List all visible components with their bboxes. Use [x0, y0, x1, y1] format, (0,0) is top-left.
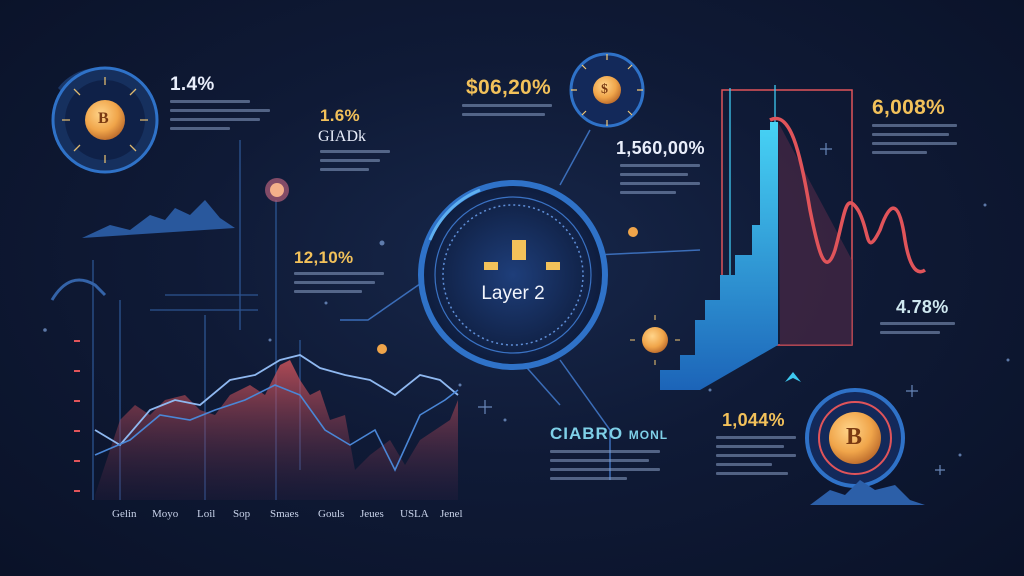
center-dial-label: Layer 2: [481, 283, 545, 304]
trend-line-1: [94, 354, 459, 447]
stat-bottom-right-text: [716, 436, 796, 481]
stat-right-text: [880, 322, 955, 340]
stat-mid-left: 1.6%: [320, 106, 360, 125]
x-axis-label: Gelin: [112, 508, 137, 520]
stat-mid-left-sub: GIADk: [318, 128, 366, 145]
stat-top-left-text: [170, 100, 270, 136]
star-field: [43, 203, 1010, 457]
left-arc-decoration: [50, 278, 107, 301]
top-left-coin-badge: [51, 66, 159, 174]
x-axis-label: Jenel: [440, 508, 463, 520]
stat-right: 4.78%: [896, 297, 949, 317]
left-axis-ticks: [74, 340, 80, 492]
x-axis-label: Jeues: [360, 508, 384, 520]
stat-mid-text: [294, 272, 384, 299]
stat-top-right-text: [872, 124, 957, 160]
x-axis-label: USLA: [400, 508, 429, 520]
stat-top-right: 6,008%: [872, 96, 946, 119]
main-area-chart: [95, 360, 458, 500]
mini-mountain-chart: [82, 200, 235, 238]
bottom-title-text: [550, 450, 660, 486]
stat-mid: 12,10%: [294, 248, 354, 267]
stat-top-center: $06,20%: [466, 76, 552, 99]
stat-top-center-text: [462, 104, 552, 122]
x-axis-label: Gouls: [318, 508, 345, 520]
x-axis-label: Smaes: [270, 508, 299, 520]
x-axis-label: Loil: [197, 508, 216, 520]
stat-center: 1,560,00%: [616, 138, 705, 158]
x-axis-label: Moyo: [152, 508, 179, 520]
right-combo-chart: [660, 85, 927, 390]
top-center-coin-symbol: $: [601, 82, 608, 97]
bottom-right-coin: [805, 388, 925, 505]
center-dial: [418, 180, 608, 370]
bottom-title-part2: MONL: [628, 428, 669, 442]
stat-top-left: 1.4%: [170, 74, 215, 95]
bottom-title: CIABRO MONL: [550, 424, 668, 444]
bottom-right-coin-symbol: B: [846, 424, 863, 450]
trend-line-2: [94, 384, 459, 472]
stat-center-text: [620, 164, 700, 200]
stat-bottom-right: 1,044%: [722, 410, 785, 430]
node-dots: [377, 227, 638, 354]
mid-small-coin: [630, 315, 680, 365]
sparkle-icons: [478, 143, 945, 475]
stat-mid-left-text: [320, 150, 390, 177]
bottom-title-part1: CIABRO: [550, 424, 624, 443]
x-axis-label: Sop: [233, 508, 251, 520]
small-cyan-glyph: [785, 372, 801, 382]
top-center-coin: [569, 52, 645, 128]
top-left-coin-symbol: B: [98, 110, 109, 127]
hexagon-node: [265, 178, 289, 202]
